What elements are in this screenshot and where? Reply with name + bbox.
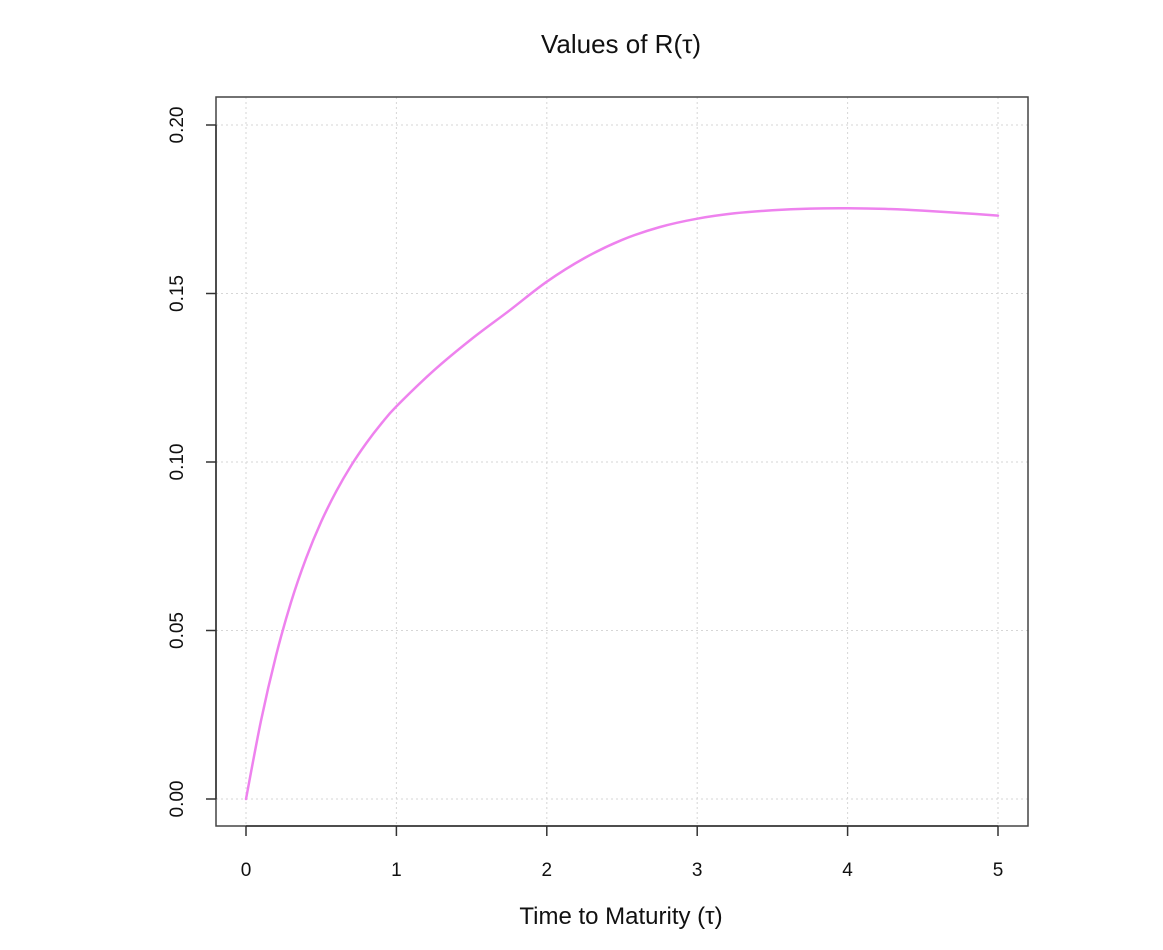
x-axis-label: Time to Maturity (τ) <box>519 903 722 930</box>
x-tick-label: 3 <box>692 860 703 881</box>
series-layer <box>244 206 1000 801</box>
x-tick-label: 0 <box>241 860 252 881</box>
y-tick-label: 0.00 <box>167 781 188 818</box>
x-tick-label: 1 <box>391 860 402 881</box>
y-tick-label: 0.05 <box>167 612 188 649</box>
y-tick-label: 0.20 <box>167 107 188 144</box>
series-line <box>244 206 1000 801</box>
x-tick-label: 2 <box>542 860 553 881</box>
axes: 0 1 2 3 4 5 0.00 0.05 0.10 0.15 0.20 <box>167 107 1003 881</box>
grid <box>216 97 1028 826</box>
chart-title: Values of R(τ) <box>541 29 701 59</box>
y-tick-label: 0.10 <box>167 444 188 481</box>
x-tick-label: 4 <box>842 860 853 881</box>
y-tick-label: 0.15 <box>167 275 188 312</box>
x-tick-label: 5 <box>993 860 1004 881</box>
